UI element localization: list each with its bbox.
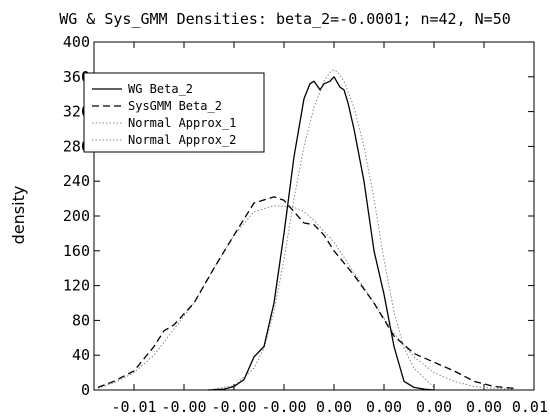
x-tick-label: 0.00: [366, 398, 402, 416]
y-tick-label: 280: [63, 137, 90, 155]
legend-box: [83, 72, 265, 153]
series-lines: [97, 69, 515, 391]
x-tick-label: -0.00: [161, 398, 206, 416]
x-tick-label: -0.00: [211, 398, 256, 416]
x-tick-label: 0.00: [466, 398, 502, 416]
chart-title: WG & Sys_GMM Densities: beta_2=-0.0001; …: [59, 10, 511, 28]
y-tick-label: 360: [63, 68, 90, 86]
legend-label: WG Beta_2: [128, 82, 193, 96]
y-tick-label: 320: [63, 103, 90, 121]
y-axis-label: density: [9, 186, 28, 245]
series-line-normal-approx-2: [97, 205, 515, 390]
legend-label: Normal Approx_1: [128, 116, 236, 130]
x-tick-label: -0.01: [111, 398, 156, 416]
y-tick-label: 40: [72, 346, 90, 364]
series-line-sysgmm-beta-2: [97, 196, 515, 389]
x-tick-label: 0.00: [316, 398, 352, 416]
series-line-wg-beta-2: [207, 76, 435, 391]
series-line-normal-approx-1: [213, 69, 435, 390]
legend-label: SysGMM Beta_2: [128, 99, 222, 113]
legend-label: Normal Approx_2: [128, 133, 236, 147]
y-tick-label: 120: [63, 277, 90, 295]
y-tick-label: 400: [63, 33, 90, 51]
x-tick-label: 0.01: [512, 398, 548, 416]
y-tick-label: 160: [63, 242, 90, 260]
legend: WG Beta_2 SysGMM Beta_2 Normal Approx_1 Nor…: [83, 72, 265, 153]
y-tick-label: 0: [81, 381, 90, 399]
y-tick-label: 240: [63, 172, 90, 190]
x-tick-label: -0.00: [261, 398, 306, 416]
y-tick-label: 80: [72, 311, 90, 329]
y-tick-label: 200: [63, 207, 90, 225]
x-tick-label: 0.00: [416, 398, 452, 416]
